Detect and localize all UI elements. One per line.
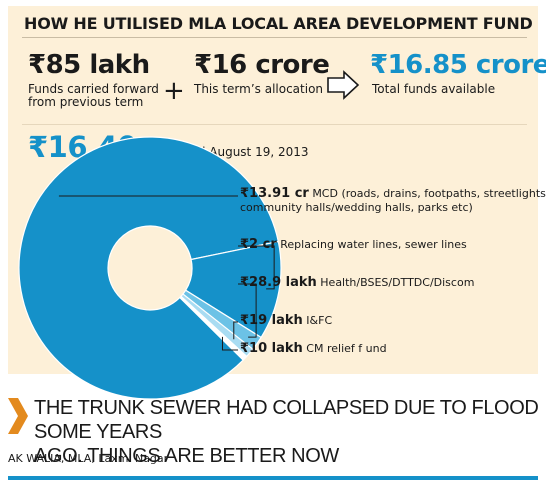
- pull-quote: THE TRUNK SEWER HAD COLLAPSED DUE TO FLO…: [34, 396, 546, 468]
- quote-chevron-icon: [8, 398, 28, 434]
- pull-quote-line-2: AGO. THINGS ARE BETTER NOW: [34, 445, 339, 467]
- leader-cm-relief: [221, 336, 238, 351]
- legend-amount: ₹28.9 lakh: [240, 275, 317, 290]
- legend-label-cont: community halls/wedding halls, parks etc…: [240, 201, 473, 214]
- legend-amount: ₹19 lakh: [240, 313, 303, 328]
- slice-cm-relief: [179, 295, 248, 361]
- carried-forward-value: ₹85 lakh: [28, 50, 150, 80]
- slice-water-lines: [184, 240, 282, 339]
- legend-item-mcd: ₹13.91 cr MCD (roads, drains, footpaths,…: [240, 187, 546, 215]
- total-funds-value: ₹16.85 crore: [370, 50, 546, 80]
- legend-label: Replacing water lines, sewer lines: [280, 238, 467, 251]
- allocation-value: ₹16 crore: [194, 50, 330, 80]
- legend-label: Health/BSES/DTTDC/Discom: [320, 276, 475, 289]
- plus-sign: +: [163, 76, 185, 106]
- pull-quote-line-1: THE TRUNK SEWER HAD COLLAPSED DUE TO FLO…: [34, 397, 539, 443]
- title-rule: [22, 37, 527, 38]
- legend-amount: ₹13.91 cr: [240, 186, 309, 201]
- legend-item-health: ₹28.9 lakh Health/BSES/DTTDC/Discom: [240, 276, 474, 290]
- infographic-title: HOW HE UTILISED MLA LOCAL AREA DEVELOPME…: [24, 14, 533, 33]
- legend-label: MCD (roads, drains, footpaths, streetlig…: [312, 187, 546, 200]
- leader-health: [238, 283, 257, 338]
- arrow-right-icon: [327, 70, 360, 100]
- bottom-rule: [8, 476, 538, 480]
- legend-item-ifc: ₹19 lakh I&FC: [240, 314, 332, 328]
- spending-donut-chart: [18, 136, 282, 400]
- legend-label: I&FC: [306, 314, 333, 327]
- leader-water-lines: [238, 245, 275, 290]
- legend-label: CM relief f und: [306, 342, 387, 355]
- carried-forward-label-2: from previous term: [28, 95, 144, 109]
- section-divider: [22, 124, 527, 125]
- total-funds-label: Total funds available: [372, 82, 496, 96]
- leader-ifc: [233, 321, 238, 340]
- quote-attribution: AK WALIA, MLA, Laxmi Nagar: [8, 452, 169, 465]
- allocation-label: This term’s allocation: [194, 82, 324, 96]
- legend-amount: ₹2 cr: [240, 237, 277, 252]
- slice-mcd: [18, 136, 280, 400]
- legend-item-water: ₹2 cr Replacing water lines, sewer lines: [240, 238, 467, 252]
- legend-amount: ₹10 lakh: [240, 341, 303, 356]
- legend-item-cm-relief: ₹10 lakh CM relief f und: [240, 342, 387, 356]
- carried-forward-label-1: Funds carried forward: [28, 82, 159, 96]
